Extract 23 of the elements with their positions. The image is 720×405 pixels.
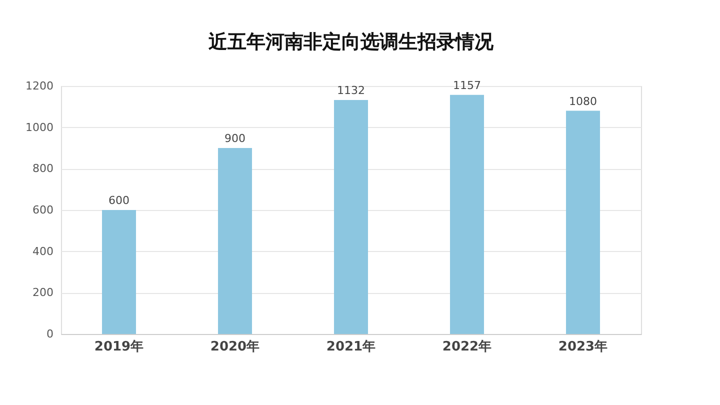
bar [102,210,136,334]
x-tick-label: 2023年 [558,340,608,354]
y-tick-label: 1000 [26,120,54,134]
y-tick-label: 0 [46,328,54,340]
bar [450,94,484,334]
y-tick-label: 400 [32,244,54,258]
x-tick-label: 2019年 [94,340,144,354]
data-label: 1132 [337,84,365,98]
x-tick-label: 2020年 [210,340,260,354]
bar [334,100,368,334]
data-label: 1157 [453,78,481,92]
y-tick-label: 800 [32,162,54,176]
data-label: 1080 [569,94,597,108]
y-tick-label: 1200 [26,80,54,92]
x-tick-label: 2022年 [442,340,492,354]
y-tick-label: 200 [32,286,54,300]
y-tick-label: 600 [32,204,54,216]
data-label: 900 [224,132,246,145]
bar [218,148,252,334]
x-tick-label: 2021年 [326,340,376,354]
data-label: 600 [108,194,130,207]
bar [566,110,600,334]
chart-title: 近五年河南非定向选调生招录情况 [208,30,494,53]
